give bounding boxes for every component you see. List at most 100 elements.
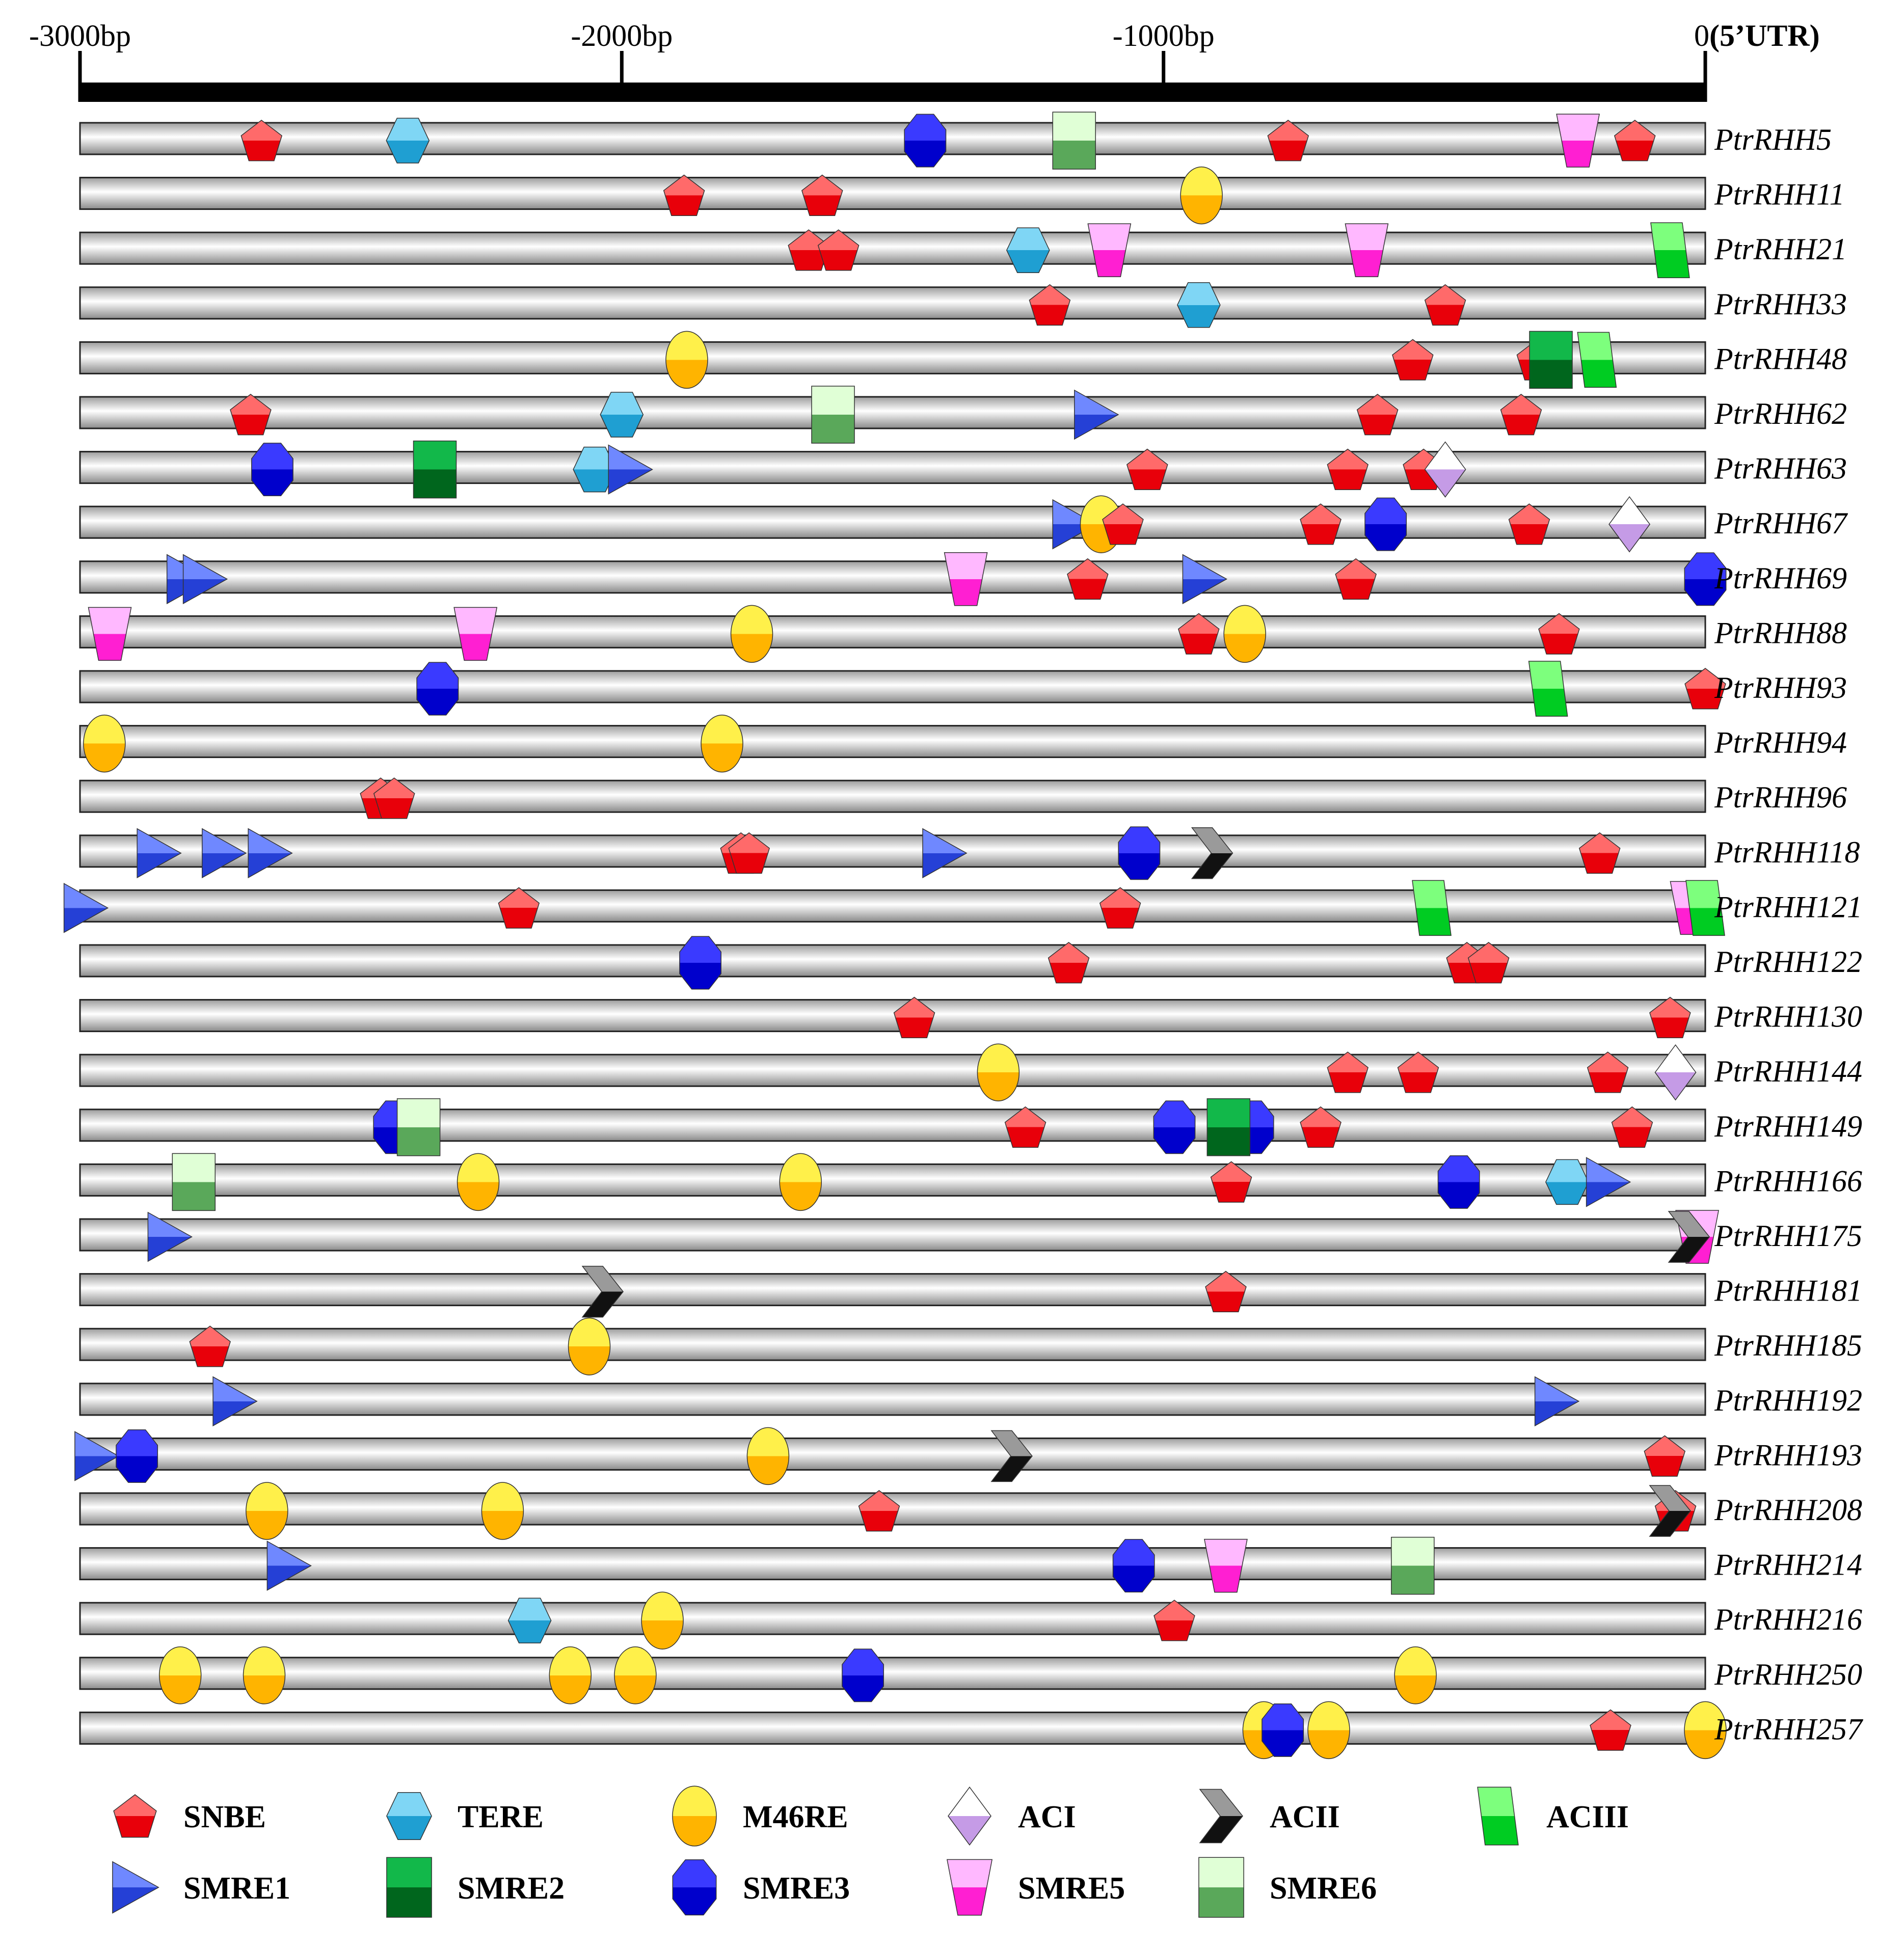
gene-track: PtrRHH149 — [79, 1098, 1862, 1156]
cis-element-tere — [1176, 282, 1221, 328]
legend-item-aci: ACI — [948, 1787, 1076, 1846]
cis-element-snbe — [1067, 558, 1109, 600]
cis-element-smre2 — [1529, 331, 1573, 389]
cis-element-snbe — [1335, 558, 1377, 600]
cis-element-smre3 — [251, 443, 293, 497]
cis-element-tere — [507, 1598, 552, 1643]
legend: SNBE TERE M46RE ACI ACII ACIII SMRE1 SMRE2 SMRE3… — [112, 1785, 1629, 1918]
promoter-bar — [79, 670, 1706, 704]
cis-element-m46re — [457, 1153, 500, 1211]
cis-element-smre3 — [416, 662, 459, 716]
cis-element-snbe — [1048, 942, 1090, 984]
cis-element-snbe — [728, 832, 770, 874]
gene-label: PtrRHH48 — [1714, 342, 1847, 375]
gene-label: PtrRHH257 — [1714, 1712, 1864, 1746]
cis-element-snbe — [1508, 503, 1550, 545]
legend-item-smre6: SMRE6 — [1198, 1857, 1377, 1918]
promoter-bar — [79, 725, 1706, 759]
cis-element-snbe — [1611, 1106, 1653, 1148]
cis-element-smre1 — [266, 1540, 312, 1591]
cis-element-m46re — [730, 605, 773, 663]
cis-element-smre5 — [944, 552, 988, 606]
cis-element-smre5 — [453, 607, 498, 661]
gene-track: PtrRHH121 — [63, 880, 1862, 936]
tick-label-text: -1000bp — [1113, 19, 1215, 52]
scale-tick-label: -1000bp — [1113, 19, 1215, 52]
cis-element-tere — [600, 392, 644, 438]
gene-label: PtrRHH94 — [1714, 726, 1847, 760]
cis-element-snbe — [1538, 613, 1580, 655]
gene-label: PtrRHH88 — [1714, 616, 1847, 650]
cis-element-snbe — [240, 120, 283, 161]
trapezoid-icon — [946, 1859, 993, 1916]
cis-element-m46re — [665, 331, 708, 389]
cis-element-smre3 — [842, 1648, 884, 1702]
gene-track: PtrRHH130 — [79, 996, 1862, 1038]
cis-element-smre3 — [1153, 1100, 1196, 1154]
square-icon — [1198, 1857, 1244, 1918]
gene-track: PtrRHH122 — [79, 936, 1862, 990]
cis-element-acii — [990, 1430, 1033, 1482]
legend-label: TERE — [458, 1800, 544, 1834]
gene-track: PtrRHH257 — [79, 1701, 1864, 1760]
cis-element-smre1 — [74, 1431, 120, 1481]
cis-element-snbe — [1300, 503, 1342, 545]
gene-label: PtrRHH193 — [1714, 1438, 1862, 1472]
cis-element-snbe — [1300, 1106, 1342, 1148]
cis-element-smre3 — [1262, 1703, 1304, 1757]
gene-track: PtrRHH88 — [79, 605, 1847, 663]
cis-element-smre6 — [396, 1098, 441, 1156]
tick-label-bold: (5’UTR) — [1709, 19, 1820, 52]
cis-element-snbe — [498, 887, 540, 929]
cis-element-smre6 — [172, 1153, 216, 1211]
cis-element-smre1 — [1182, 554, 1227, 605]
cis-element-smre3 — [1437, 1155, 1480, 1209]
cis-element-aci — [1608, 496, 1651, 553]
cis-element-snbe — [1154, 1600, 1195, 1641]
promoter-bar — [79, 1711, 1706, 1745]
cis-element-acii — [1649, 1485, 1691, 1537]
cis-element-m46re — [158, 1646, 202, 1704]
gene-label: PtrRHH11 — [1714, 178, 1845, 211]
promoter-bar — [79, 560, 1706, 594]
cis-element-m46re — [568, 1317, 611, 1375]
cis-element-m46re — [1394, 1646, 1437, 1704]
promoter-bar — [79, 1218, 1706, 1252]
cis-element-m46re — [243, 1646, 286, 1704]
promoter-bar — [79, 999, 1706, 1033]
legend-item-smre2: SMRE2 — [386, 1857, 565, 1918]
scale-tick-label: -3000bp — [29, 19, 131, 52]
promoter-bar — [79, 505, 1706, 539]
gene-label: PtrRHH121 — [1714, 890, 1862, 924]
cis-element-smre1 — [1052, 499, 1097, 550]
legend-label: SMRE2 — [458, 1871, 565, 1906]
tick-label-text: -3000bp — [29, 19, 131, 52]
gene-track: PtrRHH67 — [79, 495, 1848, 553]
cis-element-acii — [1191, 827, 1233, 879]
ellipse-icon — [672, 1785, 717, 1847]
gene-label: PtrRHH181 — [1714, 1274, 1862, 1308]
cis-element-acii — [581, 1265, 624, 1318]
legend-item-smre1: SMRE1 — [112, 1861, 290, 1914]
gene-promoter-tracks: PtrRHH5 PtrRHH11 PtrRHH21 PtrRHH33 PtrRHH48 P… — [63, 112, 1864, 1760]
gene-label: PtrRHH250 — [1714, 1658, 1862, 1691]
cis-element-m46re — [549, 1646, 592, 1704]
cis-element-snbe — [1327, 448, 1369, 490]
cis-element-snbe — [1500, 394, 1542, 436]
gene-label: PtrRHH93 — [1714, 671, 1847, 705]
cis-element-smre6 — [1052, 112, 1096, 170]
gene-track: PtrRHH144 — [79, 1043, 1862, 1101]
gene-track: PtrRHH21 — [79, 222, 1847, 278]
cis-element-snbe — [1614, 120, 1656, 161]
cis-element-smre6 — [811, 386, 855, 444]
gene-label: PtrRHH62 — [1714, 397, 1847, 430]
cis-element-snbe — [817, 229, 860, 271]
scale-tick-label: 0(5’UTR) — [1694, 19, 1820, 52]
gene-track: PtrRHH69 — [79, 552, 1847, 606]
cis-element-smre5 — [1556, 114, 1600, 168]
promoter-bar — [79, 889, 1706, 923]
cis-element-snbe — [189, 1325, 231, 1367]
cis-element-snbe — [1397, 1051, 1439, 1093]
gene-label: PtrRHH214 — [1714, 1548, 1862, 1582]
cis-element-snbe — [373, 777, 415, 819]
